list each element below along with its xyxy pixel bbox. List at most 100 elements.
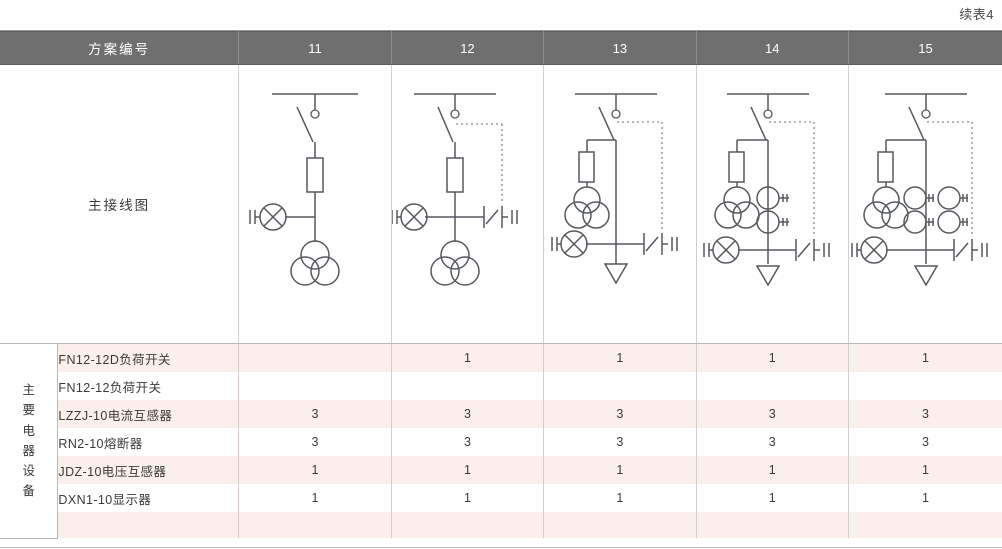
equipment-qty-14: 1 [696, 484, 849, 512]
equipment-qty-12: 3 [391, 428, 545, 456]
table-bottom-rule [0, 547, 1002, 548]
equipment-qty-13: 1 [543, 456, 697, 484]
lead-char-1: 要 [22, 403, 35, 418]
transformer-winding-right [310, 256, 340, 286]
switch-pivot-icon [450, 109, 461, 119]
equipment-name: DXN1-10显示器 [57, 484, 240, 512]
equipment-qty-14: 1 [696, 456, 849, 484]
earthing-switch-blade [797, 242, 811, 258]
fuse-icon [728, 151, 746, 183]
equipment-qty-15: 1 [848, 456, 1002, 484]
cable-outlet-icon [913, 265, 939, 287]
wiring-diagram-11 [249, 93, 358, 286]
diagram-cell-scheme-13 [543, 64, 697, 344]
arrester-cross-b [564, 234, 584, 254]
lead-char-3: 器 [22, 443, 35, 458]
equipment-qty-13: 3 [543, 428, 697, 456]
equipment-qty-11 [238, 512, 392, 538]
equipment-qty-12: 3 [391, 400, 545, 428]
transformer-winding-top [872, 186, 900, 214]
cable-outlet-icon [755, 265, 781, 287]
header-scheme-number-label: 方案编号 [0, 31, 240, 65]
equipment-qty-13 [543, 512, 697, 538]
wiring-diagram-14 [703, 93, 831, 287]
transformer-winding-left [564, 201, 592, 229]
equipment-qty-11: 1 [238, 456, 392, 484]
load-switch-blade [296, 106, 314, 143]
equipment-qty-12: 1 [391, 456, 545, 484]
wiring-diagram-12 [392, 93, 519, 286]
equipment-qty-15: 1 [848, 343, 1002, 372]
transformer-winding-top [573, 186, 601, 214]
transformer-winding-left [430, 256, 461, 286]
switch-pivot-icon [611, 109, 621, 119]
fuse-icon [446, 157, 465, 193]
equipment-qty-13: 1 [543, 484, 697, 512]
current-transformer-icon-3 [937, 186, 961, 210]
arrester-cross-b [263, 207, 283, 227]
equipment-qty-12: 1 [391, 484, 545, 512]
equipment-name [57, 512, 240, 538]
equipment-qty-14: 1 [696, 343, 849, 372]
continuation-caption: 续表4 [959, 7, 994, 22]
equipment-qty-13 [543, 372, 697, 400]
scheme-comparison-table: 方案编号 11 12 13 14 15 主接线图 [0, 31, 1002, 539]
transformer-winding-left [714, 201, 743, 229]
diagram-cell-scheme-14 [696, 64, 849, 344]
equipment-qty-11 [238, 343, 392, 372]
header-scheme-14: 14 [696, 31, 849, 65]
load-switch-blade [437, 106, 455, 143]
earthing-switch-blade [645, 236, 659, 252]
current-transformer-icon-4 [937, 210, 961, 234]
header-scheme-15: 15 [848, 31, 1002, 65]
fuse-icon [306, 157, 324, 193]
transformer-winding-top [723, 186, 752, 214]
wiring-diagram-15 [851, 93, 988, 287]
earthing-switch-blade [485, 209, 499, 225]
transformer-winding-right [732, 201, 761, 229]
cable-outlet-icon [603, 263, 629, 285]
equipment-row-1: FN12-12负荷开关 [0, 372, 1002, 400]
equipment-qty-12: 1 [391, 343, 545, 372]
equipment-qty-11: 1 [238, 484, 392, 512]
equipment-qty-15: 1 [848, 484, 1002, 512]
equipment-name: FN12-12负荷开关 [57, 372, 240, 400]
equipment-row-5: DXN1-10显示器 1 1 1 1 1 [0, 484, 1002, 512]
transformer-winding-left [863, 201, 891, 229]
switch-pivot-icon [921, 109, 931, 119]
equipment-qty-11: 3 [238, 400, 392, 428]
equipment-row-2: LZZJ-10电流互感器 3 3 3 3 3 [0, 400, 1002, 428]
equipment-row-0: 主 要 电 器 设 备 FN12-12D负荷开关 1 1 1 1 [0, 343, 1002, 539]
equipment-qty-13: 3 [543, 400, 697, 428]
main-wiring-diagram-row: 主接线图 [0, 64, 1002, 344]
equipment-qty-14: 3 [696, 400, 849, 428]
diagram-cell-scheme-11 [238, 64, 392, 344]
transformer-winding-right [881, 201, 909, 229]
header-scheme-11: 11 [238, 31, 392, 65]
equipment-qty-14: 3 [696, 428, 849, 456]
transformer-winding-right [582, 201, 610, 229]
transformer-winding-left [290, 256, 320, 286]
wiring-diagram-13 [551, 93, 678, 285]
equipment-qty-15: 3 [848, 428, 1002, 456]
equipment-name: FN12-12D负荷开关 [57, 343, 240, 372]
current-transformer-icon-2 [903, 210, 927, 234]
equipment-name: RN2-10熔断器 [57, 428, 240, 456]
load-switch-blade [908, 106, 925, 141]
diagram-cell-scheme-15 [848, 64, 1002, 344]
equipment-qty-11: 3 [238, 428, 392, 456]
diagram-cell-scheme-12 [391, 64, 545, 344]
switch-pivot-icon [310, 109, 320, 119]
load-switch-blade [598, 106, 615, 141]
equipment-name: JDZ-10电压互感器 [57, 456, 240, 484]
equipment-qty-12 [391, 512, 545, 538]
lead-char-0: 主 [22, 383, 35, 397]
equipment-row-3: RN2-10熔断器 3 3 3 3 3 [0, 428, 1002, 456]
switch-pivot-icon [763, 109, 773, 119]
equipment-qty-14 [696, 512, 849, 538]
earthing-switch-blade [955, 242, 969, 258]
equipment-qty-15 [848, 512, 1002, 538]
equipment-section-label: 主 要 电 器 设 备 [0, 343, 59, 539]
transformer-winding-top [300, 240, 330, 270]
